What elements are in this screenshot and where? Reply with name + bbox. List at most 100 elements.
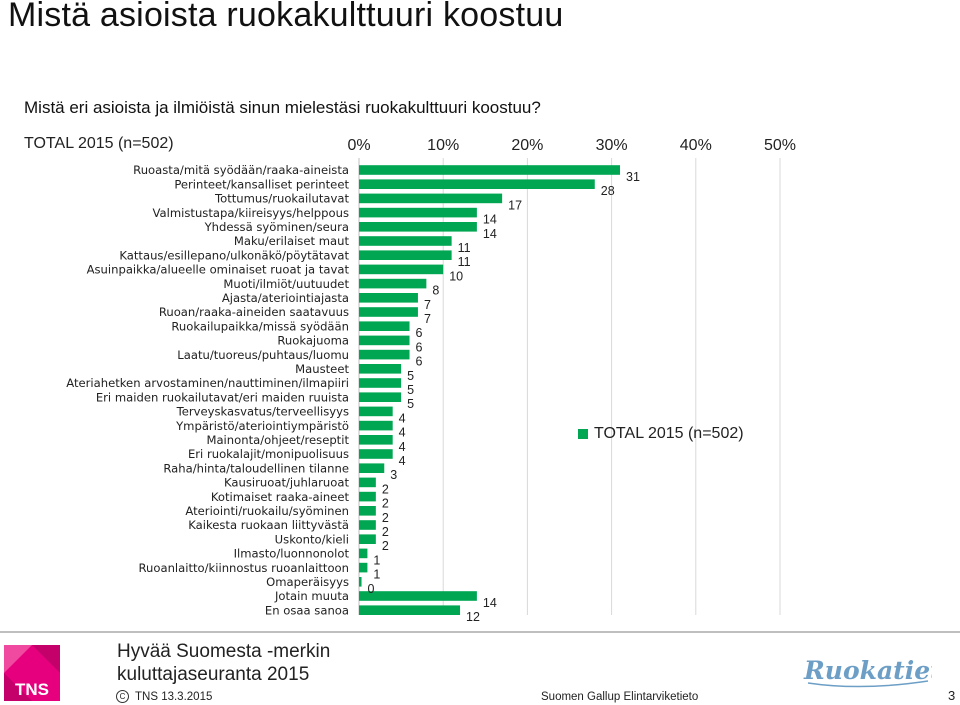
bar [359,236,452,246]
value-label: 5 [407,397,414,411]
x-tick-label: 40% [680,137,712,154]
bars [359,165,621,615]
value-label: 2 [382,497,389,511]
bar [359,506,376,516]
category-label: Perinteet/kansalliset perinteet [174,177,349,191]
value-label: 4 [399,454,406,468]
bar [359,193,503,204]
category-label: Ruokajuoma [277,334,349,348]
value-label: 2 [382,525,389,539]
svg-text:Ruokatieto: Ruokatieto [803,656,932,685]
bar [359,534,376,544]
copyright: C TNS 13.3.2015 [116,690,212,703]
legend: TOTAL 2015 (n=502) [578,425,744,443]
bar [359,321,410,331]
x-tick-label: 30% [596,137,628,154]
bar [359,364,402,374]
bar [359,520,376,530]
category-label: Ilmasto/luonnonolot [234,547,350,561]
category-label: Muoti/ilmiöt/uutuudet [223,277,349,291]
page-number: 3 [948,688,956,703]
value-label: 14 [483,596,497,610]
category-label: Eri ruokalajit/monipuolisuus [188,447,349,461]
category-label: Ruokailupaikka/missä syödään [171,319,349,333]
category-label: Tottumus/ruokailutavat [214,192,349,206]
value-label: 3 [390,468,397,482]
value-label: 14 [483,227,497,241]
value-label: 7 [424,312,431,326]
value-label: 11 [458,255,471,269]
value-label: 5 [407,383,414,397]
bar [359,307,418,317]
x-tick-label: 0% [347,137,370,154]
value-label: 11 [458,241,471,255]
bar-chart: 0% 10% 20% 30% 40% 50% Ruoasta/mitä syödään/r… [66,137,796,624]
svg-text:TNS: TNS [15,680,49,699]
value-label: 5 [407,369,414,383]
value-label: 6 [416,355,423,369]
value-label: 6 [416,340,423,354]
category-label: Ruoasta/mitä syödään/raaka-aineista [133,163,349,177]
bar [359,264,444,275]
category-label: Ajasta/ateriointiajasta [222,291,349,305]
footer-title-line1: Hyvää Suomesta -merkin [117,641,331,662]
category-label: Ateriahetken arvostaminen/nauttiminen/il… [66,376,349,390]
category-label: Ruoanlaitto/kiinnostus ruoanlaittoon [138,561,349,575]
x-tick-label: 10% [427,137,459,154]
value-label: 2 [382,539,389,553]
value-label: 12 [466,610,480,624]
value-label: 4 [399,411,406,425]
value-label: 8 [432,284,439,298]
bar [359,605,461,615]
value-label: 0 [368,582,375,596]
survey-question: Mistä eri asioista ja ilmiöistä sinun mi… [24,98,541,117]
category-label: En osaa sanoa [265,603,349,617]
category-label: Asuinpaikka/alueelle ominaiset ruoat ja … [87,263,350,277]
bar [359,250,452,260]
value-label: 17 [508,198,522,212]
source-text: Suomen Gallup Elintarviketieto [541,691,699,703]
x-tick-label: 20% [511,137,543,154]
bar [359,165,621,175]
bar [359,349,410,360]
value-label: 1 [373,553,380,567]
bar [359,378,402,388]
ruokatieto-logo: Ruokatieto [803,656,932,688]
category-label: Mainonta/ohjeet/reseptit [206,433,349,447]
category-label: Valmistustapa/kiireisyys/helppous [153,206,350,220]
copyright-text: TNS 13.3.2015 [135,690,213,703]
bar [359,293,418,303]
bar [359,548,368,559]
value-label: 6 [416,326,423,340]
category-label: Omaperäisyys [266,575,349,589]
legend-swatch [578,429,588,439]
footer-divider [0,631,960,633]
value-label: 2 [382,482,389,496]
bar [359,477,376,488]
category-label: Uskonto/kieli [275,532,349,546]
category-label: Ympäristö/ateriointiympäristö [175,419,349,433]
value-label: 4 [399,426,406,440]
category-label: Jotain muuta [274,589,349,603]
value-label: 1 [373,568,380,582]
value-labels: 3128171414111110877666555444432222211014… [368,170,640,624]
category-label: Kattaus/esillepano/ulkonäkö/pöytätavat [119,248,349,262]
value-label: 4 [399,440,406,454]
value-label: 28 [601,184,615,198]
bar [359,463,385,473]
x-tick-label: 50% [764,137,796,154]
bar [359,491,376,502]
value-label: 14 [483,213,497,227]
category-label: Raha/hinta/taloudellinen tilanne [163,461,349,475]
bar [359,392,402,402]
bar [359,179,595,189]
bar [359,420,393,431]
footer-title-line2: kuluttajaseuranta 2015 [117,664,310,685]
bar [359,207,477,218]
bar [359,278,427,289]
category-label: Kaikesta ruokaan liittyvästä [188,518,349,532]
value-label: 10 [449,269,463,283]
chart-title: TOTAL 2015 (n=502) [24,135,174,152]
category-label: Ateriointi/ruokailu/syöminen [185,504,349,518]
legend-label: TOTAL 2015 (n=502) [594,425,744,442]
